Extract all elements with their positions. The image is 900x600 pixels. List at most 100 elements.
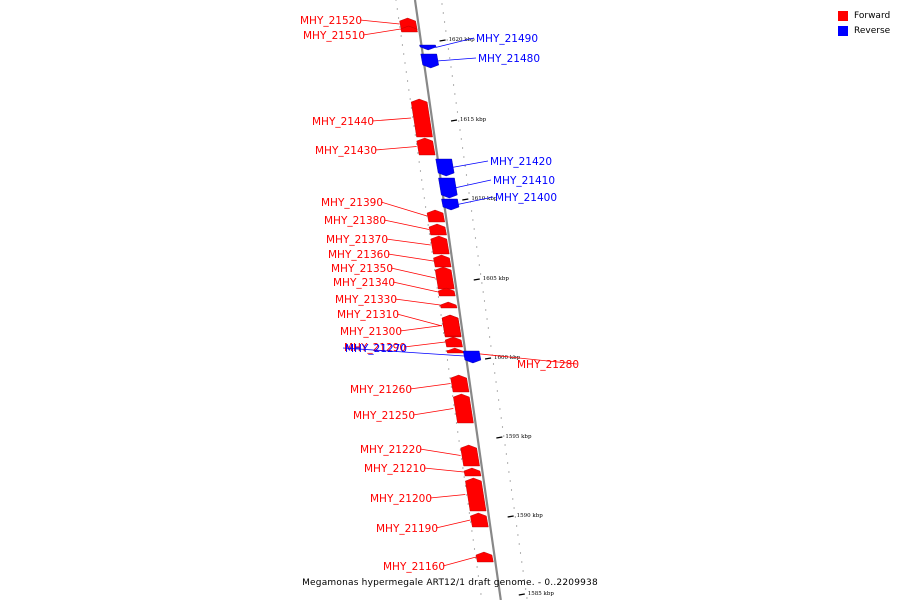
gene-arrow[interactable]	[444, 336, 463, 348]
leader-line	[396, 313, 443, 327]
guide-dot	[430, 242, 432, 244]
tick-mark	[484, 357, 492, 360]
gene-arrow[interactable]	[450, 374, 470, 393]
gene-mhy-21250[interactable]: MHY_21250	[353, 393, 474, 424]
guide-dot	[406, 80, 409, 82]
gene-arrow[interactable]	[465, 477, 487, 512]
gene-label: MHY_21410	[493, 175, 555, 187]
guide-dot	[480, 273, 482, 275]
gene-arrow[interactable]	[430, 235, 450, 255]
guide-dot	[490, 345, 492, 347]
gene-label: MHY_21200	[370, 493, 432, 505]
gene-mhy-21280[interactable]: MHY_21280	[446, 347, 579, 371]
gene-mhy-21330[interactable]: MHY_21330	[335, 294, 458, 309]
tick-label: 1585 kbp	[528, 591, 555, 597]
guide-dot	[471, 530, 473, 532]
guide-dot	[449, 57, 451, 59]
gene-mhy-21520[interactable]: MHY_21520	[300, 15, 418, 31]
guide-dot	[463, 476, 465, 478]
guide-dot	[446, 359, 449, 361]
gene-arrow[interactable]	[441, 314, 462, 337]
gene-arrow[interactable]	[462, 350, 482, 364]
gene-mhy-21350[interactable]: MHY_21350	[331, 263, 455, 290]
guide-dot	[399, 26, 401, 28]
gene-arrow[interactable]	[441, 198, 460, 211]
gene-arrow[interactable]	[439, 301, 458, 309]
leader-line	[454, 179, 492, 189]
gene-mhy-21270[interactable]: MHY_21270	[342, 343, 482, 364]
guide-dot	[460, 138, 462, 140]
gene-arrow[interactable]	[453, 393, 474, 424]
leader-line	[457, 196, 494, 205]
gene-mhy-21390[interactable]: MHY_21390	[321, 197, 445, 223]
guide-dot	[459, 129, 461, 131]
gene-mhy-21190[interactable]: MHY_21190	[376, 512, 489, 535]
gene-arrow[interactable]	[420, 53, 439, 69]
gene-arrow[interactable]	[460, 444, 480, 467]
gene-label: MHY_21440	[312, 116, 374, 128]
gene-arrow[interactable]	[426, 209, 445, 223]
gene-mhy-21410[interactable]: MHY_21410	[438, 175, 555, 199]
gene-arrow[interactable]	[463, 467, 482, 477]
guide-dot	[413, 125, 415, 127]
leader-line	[362, 28, 401, 36]
gene-arrow[interactable]	[428, 223, 447, 236]
guide-dot	[434, 269, 436, 271]
gene-mhy-21490[interactable]: MHY_21490	[419, 33, 538, 51]
gene-arrow[interactable]	[437, 287, 456, 297]
guide-dot	[523, 579, 525, 581]
gene-mhy-21210[interactable]: MHY_21210	[364, 463, 482, 477]
guide-dot	[442, 12, 444, 14]
gene-mhy-21200[interactable]: MHY_21200	[370, 477, 487, 512]
gene-label: MHY_21510	[303, 30, 365, 42]
gene-mhy-21400[interactable]: MHY_21400	[441, 192, 557, 211]
gene-mhy-21290[interactable]: MHY_21290	[344, 336, 463, 354]
gene-mhy-21300[interactable]: MHY_21300	[340, 314, 462, 338]
gene-arrow[interactable]	[470, 512, 489, 528]
guide-dot	[412, 116, 414, 118]
gene-mhy-21220[interactable]: MHY_21220	[360, 444, 480, 467]
guide-dot	[458, 440, 460, 442]
guide-dot	[423, 197, 425, 199]
gene-mhy-21440[interactable]: MHY_21440	[312, 98, 433, 138]
guide-dot	[468, 192, 470, 194]
guide-dot	[445, 30, 447, 32]
guide-dot	[482, 291, 484, 293]
gene-arrow[interactable]	[475, 551, 494, 563]
gene-arrow[interactable]	[410, 98, 433, 138]
guide-dot	[501, 426, 504, 428]
gene-mhy-21160[interactable]: MHY_21160	[383, 551, 494, 573]
guide-dot	[518, 543, 520, 545]
guide-dot	[425, 206, 427, 208]
gene-arrow[interactable]	[416, 137, 436, 156]
gene-arrow[interactable]	[434, 266, 455, 290]
tick-mark	[473, 278, 480, 281]
gene-arrow[interactable]	[433, 254, 452, 268]
guide-dot	[450, 386, 452, 388]
gene-mhy-21260[interactable]: MHY_21260	[350, 374, 470, 396]
gene-mhy-21380[interactable]: MHY_21380	[324, 215, 447, 236]
genome-axis	[413, 0, 502, 600]
gene-arrow[interactable]	[438, 177, 458, 199]
gene-arrow[interactable]	[435, 158, 455, 177]
gene-mhy-21420[interactable]: MHY_21420	[435, 156, 552, 177]
gene-arrow[interactable]	[419, 44, 437, 51]
guide-dot	[486, 318, 488, 320]
gene-arrow[interactable]	[399, 17, 418, 31]
leader-line	[419, 448, 461, 456]
gene-mhy-21360[interactable]: MHY_21360	[328, 249, 452, 268]
guide-dot	[495, 381, 497, 383]
guide-dot	[404, 62, 406, 64]
guide-dot	[439, 305, 441, 307]
gene-mhy-21430[interactable]: MHY_21430	[315, 137, 436, 157]
gene-mhy-21510[interactable]: MHY_21510	[303, 25, 418, 42]
gene-label: MHY_21270	[345, 343, 407, 355]
gene-mhy-21370[interactable]: MHY_21370	[326, 234, 450, 255]
guide-dot	[436, 287, 438, 289]
gene-mhy-21340[interactable]: MHY_21340	[333, 277, 456, 297]
guide-dot	[441, 323, 443, 325]
gene-mhy-21480[interactable]: MHY_21480	[420, 53, 540, 69]
leader-line	[442, 556, 477, 567]
gene-arrow[interactable]	[400, 25, 418, 33]
